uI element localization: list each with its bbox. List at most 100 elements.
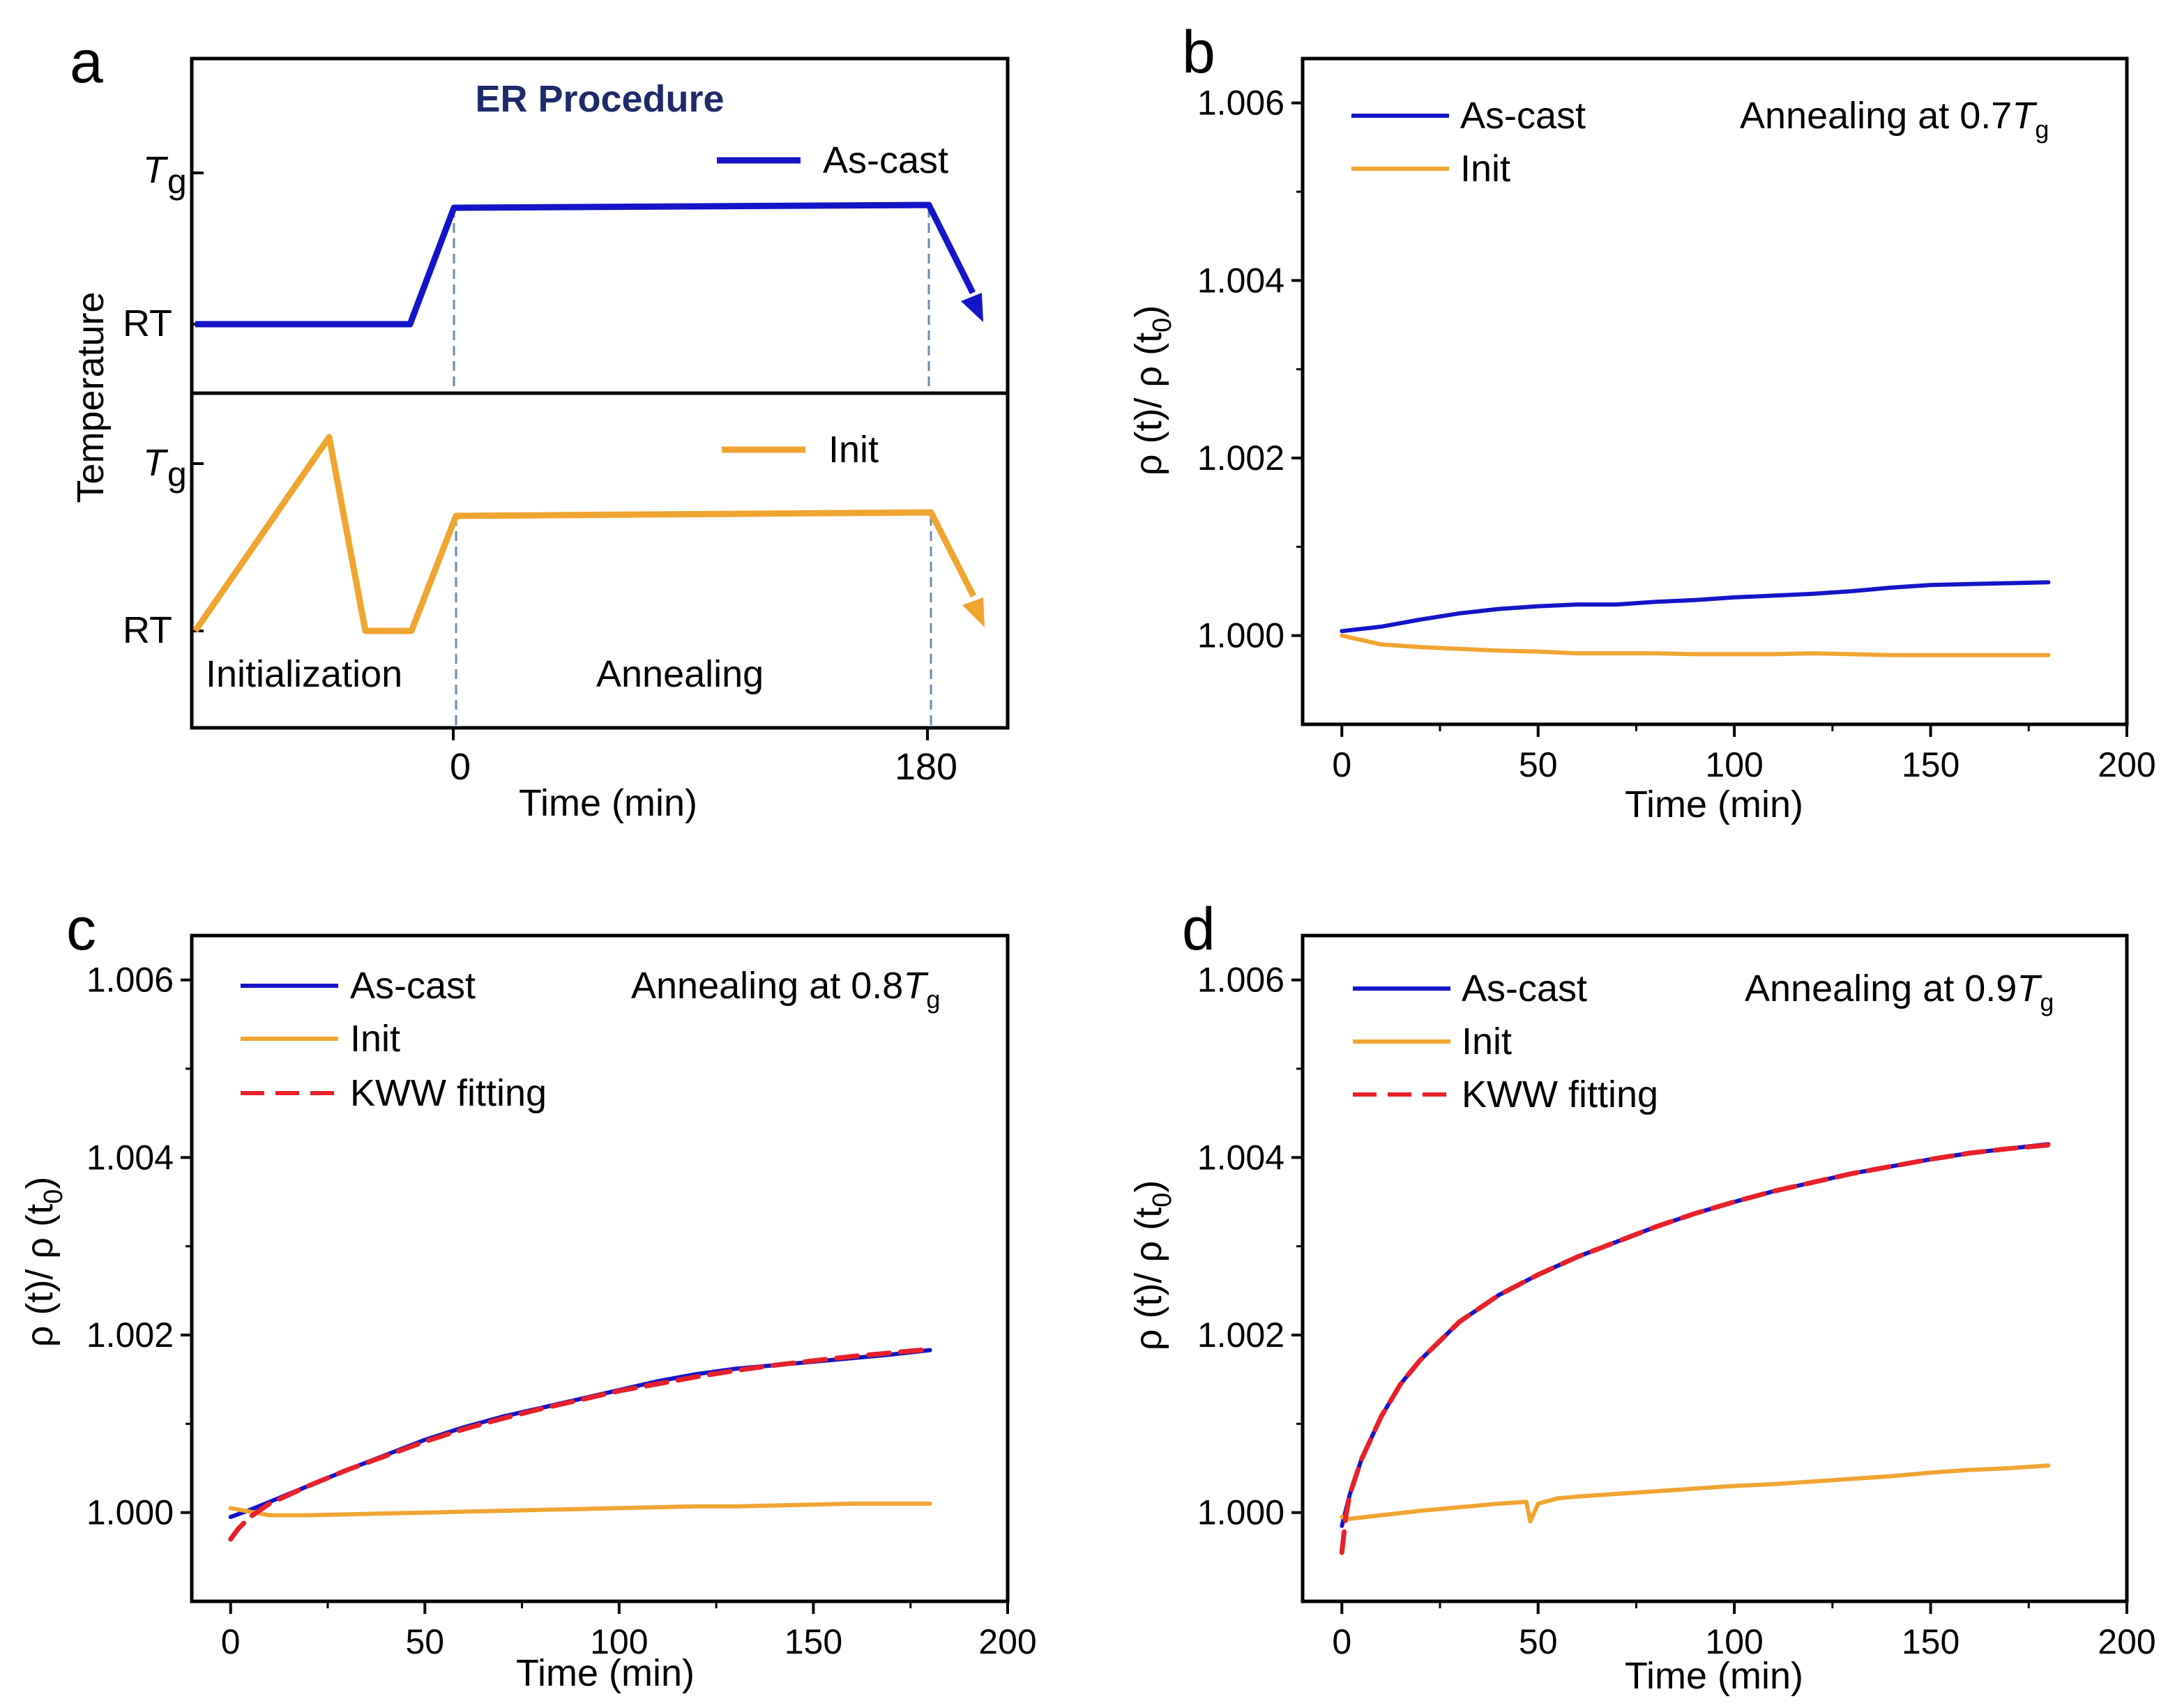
panel-b-annotation-sub: g	[2035, 115, 2049, 144]
panel-a-region-annealing: Annealing	[596, 653, 764, 695]
panel-b-ylabel-close: )	[1128, 305, 1169, 318]
panel-d-annotation: Annealing at 0.9Tg	[1745, 968, 2054, 1016]
panel-c-xlabel: Time (min)	[516, 1652, 695, 1694]
y-tick-label: 1.002	[86, 1316, 174, 1355]
panel-a-bottom-frame	[190, 391, 1010, 730]
panel-d-xlabel: Time (min)	[1625, 1655, 1803, 1697]
y-tick-label: 1.000	[1197, 616, 1284, 655]
panel-c-legend-ascast-label: As-cast	[350, 965, 476, 1007]
y-tick-label: 1.000	[1197, 1493, 1284, 1532]
panel-c-legend-init-label: Init	[350, 1018, 400, 1060]
panel-d-annotation-sub: g	[2040, 988, 2054, 1016]
panel-c-ylabel-close: )	[19, 1177, 61, 1189]
panel-d-annotation-text: Annealing at 0.9	[1745, 968, 2017, 1009]
panel-b-legend-init-label: Init	[1460, 148, 1510, 190]
panel-a-ylabel: Temperature	[70, 291, 112, 503]
series-as-cast	[1340, 1142, 2051, 1528]
x-tick-label: 150	[1902, 745, 1959, 784]
x-tick-label: 50	[1519, 1622, 1558, 1661]
y-tick-label: 1.000	[86, 1493, 174, 1532]
panel-d-ylabel-sub: 0	[1148, 1193, 1177, 1207]
panel-a-title: ER Procedure	[475, 78, 724, 120]
panel-a-init-arrowhead	[962, 597, 985, 627]
panel-b-frame	[1301, 56, 2129, 726]
panel-c-annotation-text: Annealing at 0.8	[631, 965, 903, 1007]
panel-b: b 0 50 100 150 200 1.000 1.002 1.004 1.006 Time …	[1128, 19, 2156, 825]
panel-a-ascast-profile	[195, 201, 976, 328]
panel-a-ytick-tg-top-sub: g	[167, 162, 187, 201]
panel-b-annotation-T: T	[2012, 95, 2038, 137]
panel-a-ytick-tg-bottom-sub: g	[167, 455, 187, 494]
x-tick-label: 100	[1705, 745, 1763, 784]
panel-d-ylabel: ρ (t)/ ρ (t0)	[1128, 1180, 1177, 1351]
panel-a: a T g RT T g RT Temperature 0 180 Time (…	[70, 29, 1010, 824]
panel-a-xtick-label-180: 180	[895, 746, 957, 788]
panel-a-xtick-label-0: 0	[450, 746, 471, 788]
panel-letter-c: c	[66, 896, 96, 963]
panel-c-ylabel-sub: 0	[39, 1189, 68, 1204]
panel-b-ylabel-main: ρ (t)/ ρ (t	[1128, 333, 1169, 475]
panel-c-series	[228, 1346, 933, 1542]
y-tick-label: 1.004	[1197, 261, 1284, 300]
panel-c-annotation-T: T	[903, 965, 929, 1007]
series-kww-fitting	[1339, 1143, 2051, 1555]
y-tick-label: 1.002	[1197, 1316, 1284, 1355]
panel-c-annotation: Annealing at 0.8Tg	[631, 965, 940, 1014]
panel-a-xlabel: Time (min)	[519, 782, 697, 824]
panel-d-frame	[1301, 933, 2129, 1603]
x-tick-label: 100	[590, 1622, 648, 1661]
series-as-cast	[228, 1348, 932, 1519]
panel-b-annotation-text: Annealing at 0.7	[1740, 95, 2012, 137]
x-tick-label: 200	[978, 1622, 1036, 1661]
x-tick-label: 150	[1902, 1622, 1959, 1661]
panel-b-series	[1340, 580, 2051, 657]
panel-c-annotation-sub: g	[926, 985, 940, 1014]
panel-c-frame	[190, 933, 1010, 1603]
series-init	[228, 1501, 932, 1518]
series-init	[1340, 633, 2051, 657]
panel-b-xlabel: Time (min)	[1625, 784, 1803, 825]
panel-a-legend-ascast-label: As-cast	[823, 139, 948, 181]
panel-b-ylabel: ρ (t)/ ρ (t0)	[1128, 305, 1177, 476]
x-tick-label: 0	[221, 1622, 241, 1661]
panel-a-region-initialization: Initialization	[206, 653, 402, 695]
x-tick-label: 0	[1332, 745, 1351, 784]
panel-a-ytick-rt-top: RT	[123, 303, 172, 344]
panel-a-legend-init-label: Init	[828, 429, 879, 471]
panel-a-ytick-tg-top: T	[143, 149, 169, 191]
series-as-cast	[1340, 580, 2051, 634]
panel-a-ytick-tg-bottom: T	[143, 442, 169, 484]
y-tick-label: 1.006	[86, 961, 174, 1000]
panel-d-ylabel-close: )	[1128, 1180, 1169, 1193]
panel-a-ytick-rt-bottom: RT	[123, 609, 172, 651]
y-tick-label: 1.006	[1197, 84, 1284, 123]
x-tick-label: 150	[784, 1622, 842, 1661]
y-tick-label: 1.006	[1197, 961, 1284, 1000]
x-tick-label: 200	[2098, 745, 2155, 784]
panel-c-ylabel-main: ρ (t)/ ρ (t	[19, 1204, 61, 1347]
x-tick-label: 0	[1332, 1622, 1351, 1661]
panel-d-annotation-T: T	[2017, 968, 2042, 1009]
panel-a-ascast-arrowhead	[961, 293, 983, 322]
y-tick-label: 1.004	[1197, 1138, 1284, 1177]
panel-c-axes: 0 50 100 150 200 1.000 1.002 1.004 1.006	[86, 961, 1037, 1661]
panel-d-ylabel-main: ρ (t)/ ρ (t	[1128, 1207, 1169, 1350]
panel-letter-d: d	[1182, 896, 1215, 963]
x-tick-label: 50	[1519, 745, 1558, 784]
panel-c-ylabel: ρ (t)/ ρ (t0)	[19, 1177, 68, 1348]
panel-c-legend-kww-label: KWW fitting	[350, 1072, 547, 1114]
y-tick-label: 1.004	[86, 1138, 174, 1177]
panel-a-init-profile	[192, 434, 977, 634]
x-tick-label: 50	[405, 1622, 444, 1661]
x-tick-label: 200	[2098, 1622, 2155, 1661]
panel-d-series	[1339, 1142, 2051, 1555]
panel-letter-a: a	[70, 29, 103, 96]
panel-b-annotation: Annealing at 0.7Tg	[1740, 95, 2049, 144]
panel-d-legend-kww-label: KWW fitting	[1462, 1074, 1658, 1115]
x-tick-label: 100	[1705, 1622, 1763, 1661]
panel-b-axes: 0 50 100 150 200 1.000 1.002 1.004 1.006	[1197, 84, 2156, 784]
panel-d: d 0 50 100 150 200 1.000 1.002 1.004 1.006 Time …	[1128, 896, 2156, 1697]
panel-b-ylabel-sub: 0	[1148, 318, 1177, 333]
series-kww-fitting	[228, 1346, 933, 1542]
